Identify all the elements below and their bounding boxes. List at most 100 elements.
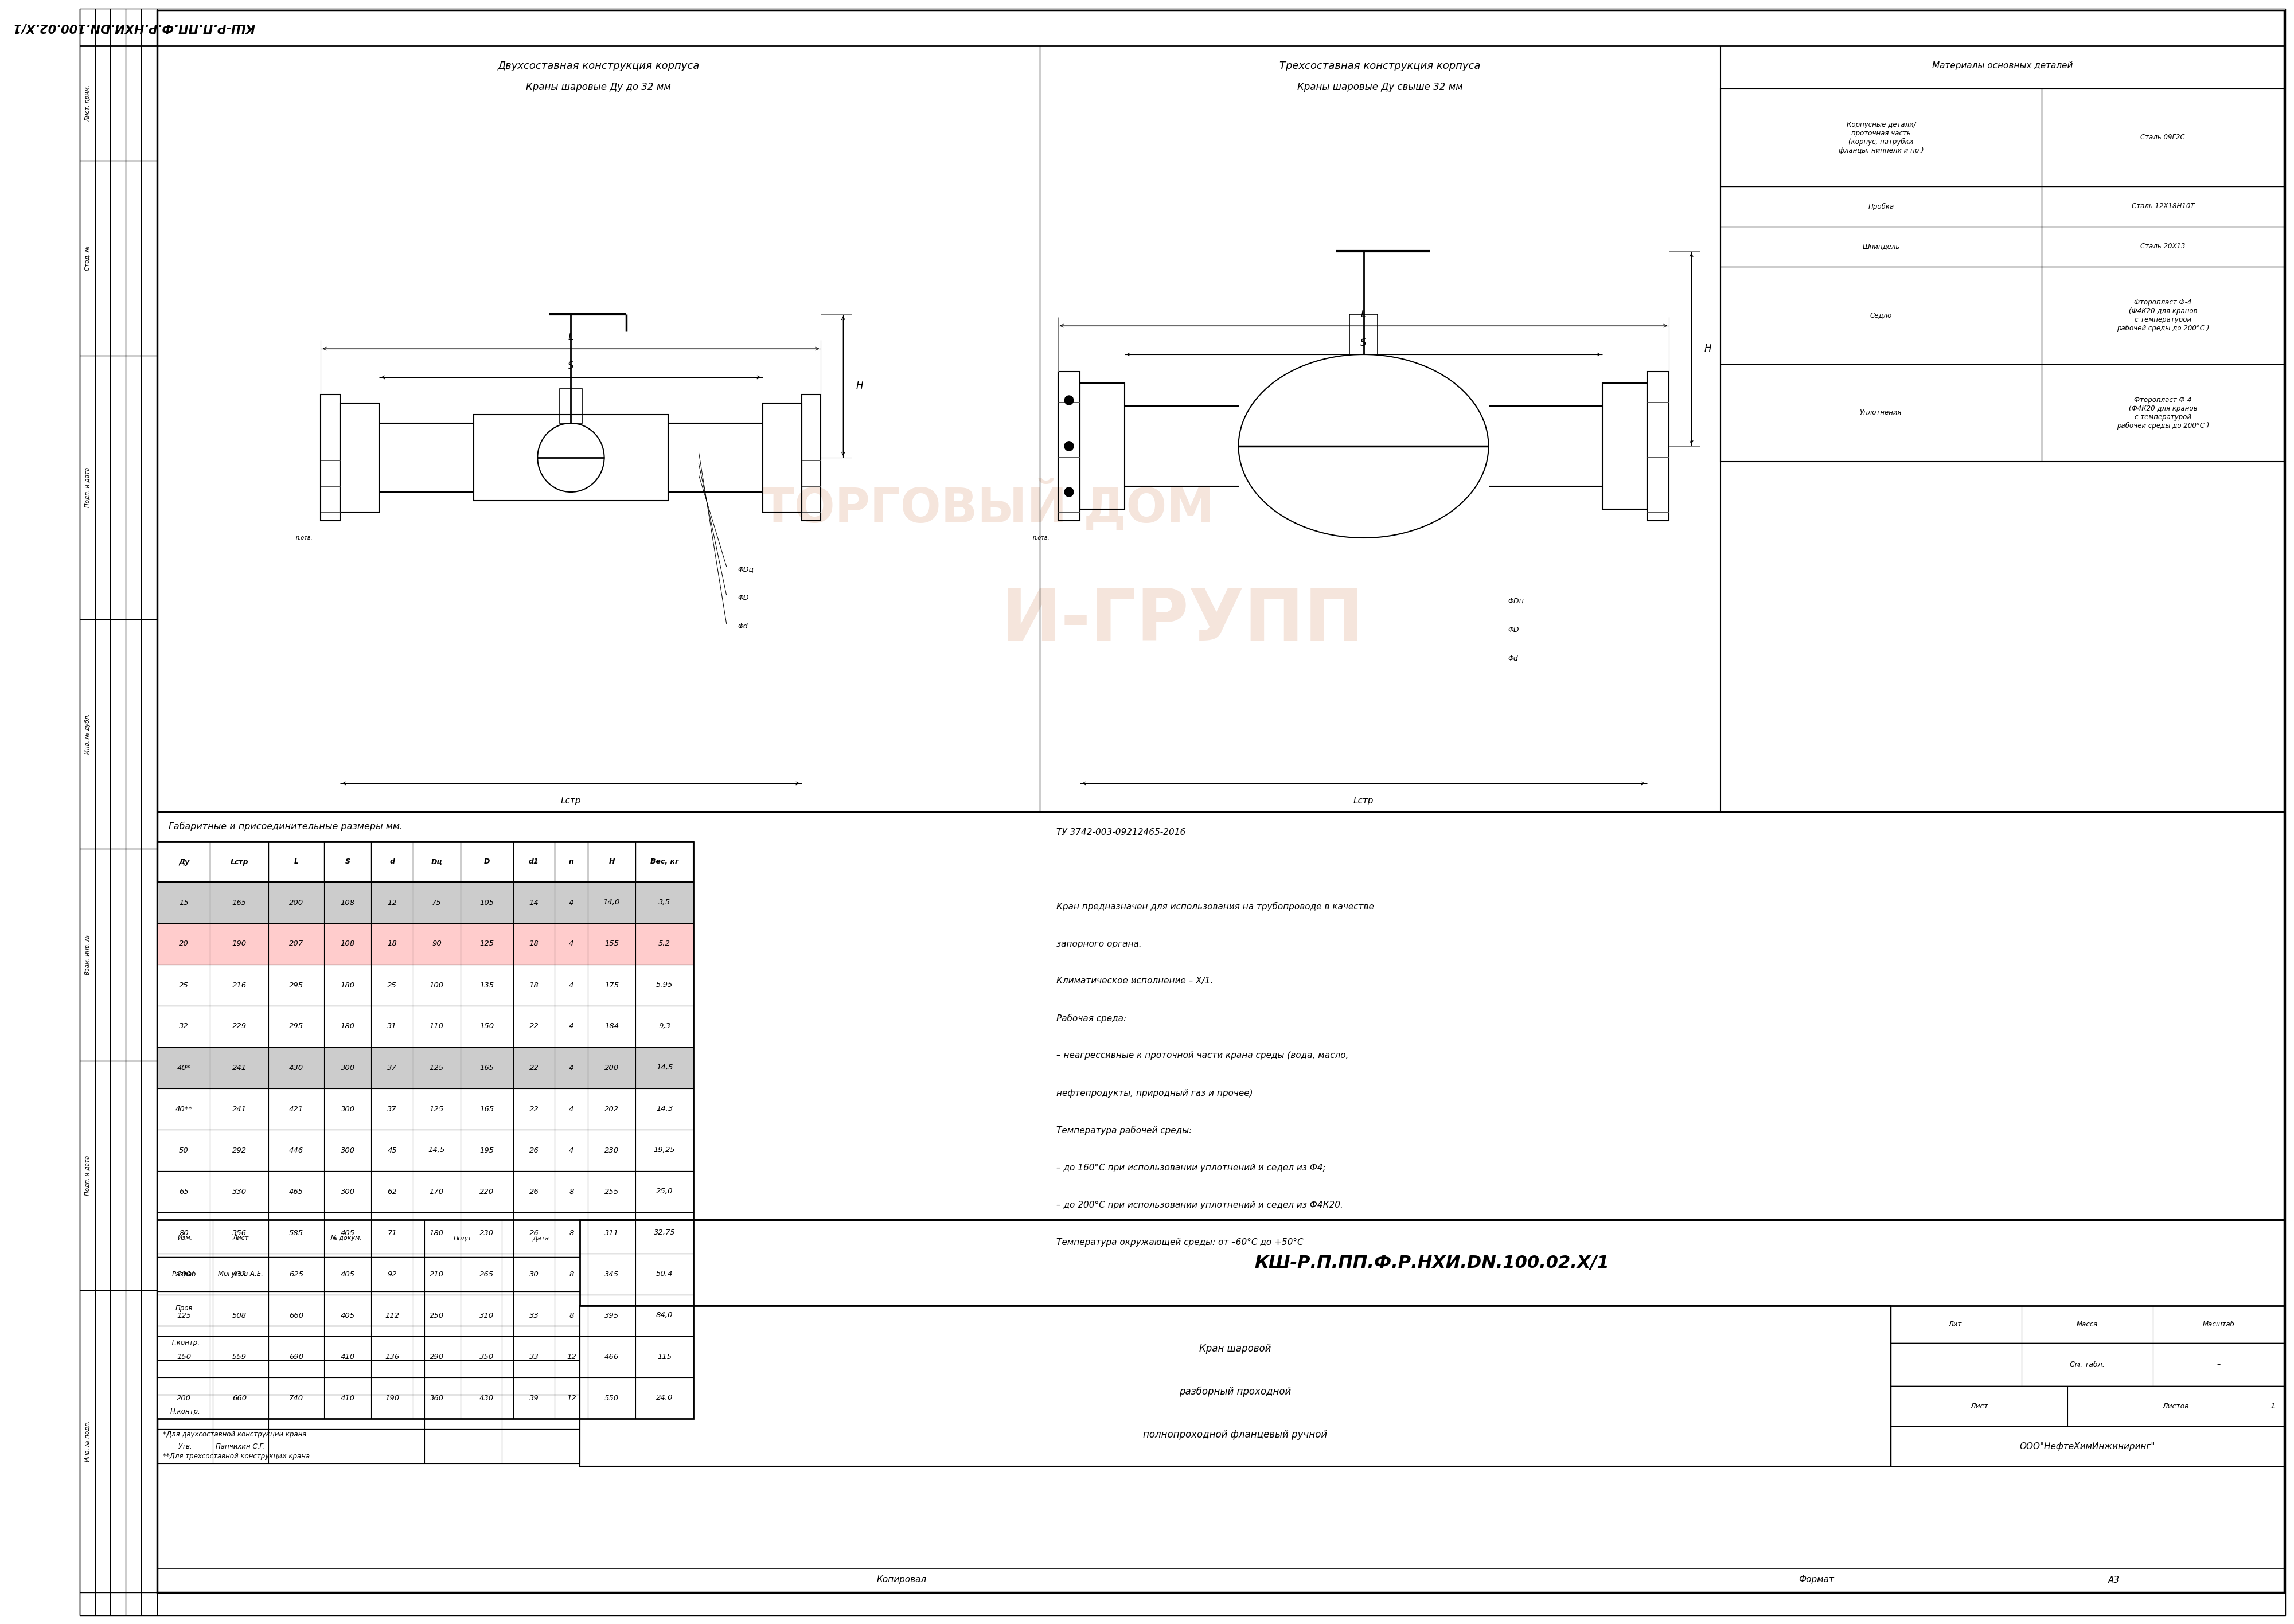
Text: 165: 165 bbox=[479, 1064, 493, 1072]
Text: Масса: Масса bbox=[2076, 1320, 2099, 1328]
Text: 12: 12 bbox=[388, 898, 397, 906]
Text: Трехсоставная конструкция корпуса: Трехсоставная конструкция корпуса bbox=[1280, 60, 1480, 71]
Bar bbox=[1890, 1426, 2285, 1466]
Text: 175: 175 bbox=[603, 981, 619, 989]
Bar bbox=[1647, 372, 1670, 521]
Text: Подп. и дата: Подп. и дата bbox=[85, 1155, 89, 1195]
Text: 18: 18 bbox=[388, 940, 397, 948]
Text: Φd: Φd bbox=[1507, 654, 1519, 663]
Text: Н.контр.: Н.контр. bbox=[170, 1408, 200, 1416]
Text: Dц: Dц bbox=[431, 857, 443, 866]
Text: разборный проходной: разборный проходной bbox=[1179, 1387, 1292, 1397]
Text: 241: 241 bbox=[232, 1106, 245, 1112]
Text: 3,5: 3,5 bbox=[658, 898, 670, 906]
Text: КШ-Р.П.ПП.Ф.Р.НХИ.DN.100.02.Х/1: КШ-Р.П.ПП.Ф.Р.НХИ.DN.100.02.Х/1 bbox=[11, 21, 255, 32]
Text: 300: 300 bbox=[340, 1147, 356, 1155]
Text: 25: 25 bbox=[179, 981, 188, 989]
Text: H: H bbox=[856, 380, 863, 391]
Text: 62: 62 bbox=[388, 1187, 397, 1195]
Text: 33: 33 bbox=[530, 1353, 539, 1361]
Text: 18: 18 bbox=[530, 981, 539, 989]
Text: 4: 4 bbox=[569, 1023, 574, 1030]
Text: L: L bbox=[1360, 309, 1367, 320]
Text: Инв. № дубл.: Инв. № дубл. bbox=[85, 715, 89, 754]
Text: Кран предназначен для использования на трубопроводе в качестве: Кран предназначен для использования на т… bbox=[1058, 901, 1374, 911]
Text: 136: 136 bbox=[385, 1353, 399, 1361]
Text: 4: 4 bbox=[569, 1147, 574, 1155]
Bar bbox=[158, 1088, 693, 1130]
Text: См. табл.: См. табл. bbox=[2069, 1361, 2104, 1369]
Text: 4: 4 bbox=[569, 981, 574, 989]
Bar bbox=[158, 1429, 580, 1463]
Text: ООО"НефтеХимИнжиниринг": ООО"НефтеХимИнжиниринг" bbox=[2019, 1442, 2154, 1450]
Text: 421: 421 bbox=[289, 1106, 303, 1112]
Text: n.отв.: n.отв. bbox=[1032, 534, 1051, 541]
Text: Фторопласт Ф-4
(Ф4К20 для кранов
с температурой
рабочей среды до 200°С ): Фторопласт Ф-4 (Ф4К20 для кранов с темпе… bbox=[2117, 299, 2209, 331]
Text: Климатическое исполнение – Х/1.: Климатическое исполнение – Х/1. bbox=[1058, 978, 1214, 986]
Text: 50: 50 bbox=[179, 1147, 188, 1155]
Text: 4: 4 bbox=[569, 1064, 574, 1072]
Text: 660: 660 bbox=[289, 1312, 303, 1319]
Text: Рабочая среда:: Рабочая среда: bbox=[1058, 1013, 1126, 1023]
Text: КШ-Р.П.ПП.Ф.Р.НХИ.DN.100.02.Х/1: КШ-Р.П.ПП.Ф.Р.НХИ.DN.100.02.Х/1 bbox=[1255, 1254, 1610, 1272]
Text: Лит.: Лит. bbox=[1948, 1320, 1964, 1328]
Text: 115: 115 bbox=[658, 1353, 672, 1361]
Text: – неагрессивные к проточной части крана среды (вода, масло,: – неагрессивные к проточной части крана … bbox=[1058, 1051, 1349, 1060]
Bar bbox=[158, 1294, 693, 1337]
Text: 25: 25 bbox=[388, 981, 397, 989]
Text: 125: 125 bbox=[429, 1064, 443, 1072]
Text: 14,5: 14,5 bbox=[656, 1064, 672, 1072]
Text: 430: 430 bbox=[289, 1064, 303, 1072]
Text: Двухсоставная конструкция корпуса: Двухсоставная конструкция корпуса bbox=[498, 60, 700, 71]
Text: 90: 90 bbox=[431, 940, 440, 948]
Text: 14: 14 bbox=[530, 898, 539, 906]
Text: d: d bbox=[390, 857, 395, 866]
Circle shape bbox=[1064, 396, 1074, 404]
Bar bbox=[1720, 89, 2285, 461]
Text: № докум.: № докум. bbox=[330, 1236, 362, 1241]
Text: 250: 250 bbox=[429, 1312, 443, 1319]
Text: **Для трехсоставной конструкции крана: **Для трехсоставной конструкции крана bbox=[163, 1453, 310, 1460]
Text: 195: 195 bbox=[479, 1147, 493, 1155]
Text: 660: 660 bbox=[232, 1395, 245, 1402]
Bar bbox=[1890, 1306, 2285, 1343]
Text: 5,95: 5,95 bbox=[656, 981, 672, 989]
Text: 585: 585 bbox=[289, 1229, 303, 1236]
Text: 220: 220 bbox=[479, 1187, 493, 1195]
Bar bbox=[1349, 315, 1376, 354]
Text: 1: 1 bbox=[2271, 1402, 2276, 1410]
Text: Т.контр.: Т.контр. bbox=[170, 1340, 200, 1346]
Text: 8: 8 bbox=[569, 1270, 574, 1278]
Text: 405: 405 bbox=[340, 1270, 356, 1278]
Bar bbox=[762, 403, 801, 512]
Text: 200: 200 bbox=[289, 898, 303, 906]
Text: 108: 108 bbox=[340, 898, 356, 906]
Text: 14,0: 14,0 bbox=[603, 898, 619, 906]
Text: 100: 100 bbox=[177, 1270, 190, 1278]
Text: 508: 508 bbox=[232, 1312, 245, 1319]
Text: 292: 292 bbox=[232, 1147, 245, 1155]
Text: – до 160°С при использовании уплотнений и седел из Ф4;: – до 160°С при использовании уплотнений … bbox=[1058, 1163, 1326, 1173]
Text: 18: 18 bbox=[530, 940, 539, 948]
Text: Температура окружающей среды: от –60°С до +50°С: Температура окружающей среды: от –60°С д… bbox=[1058, 1237, 1303, 1246]
Text: ΦDц: ΦDц bbox=[739, 565, 755, 573]
Text: Могунов А.Е.: Могунов А.Е. bbox=[218, 1270, 264, 1278]
Text: Разраб.: Разраб. bbox=[172, 1270, 200, 1278]
Text: ΦD: ΦD bbox=[1507, 625, 1519, 633]
Text: 24,0: 24,0 bbox=[656, 1395, 672, 1402]
Bar bbox=[1890, 1343, 2285, 1385]
Bar bbox=[801, 395, 821, 521]
Bar bbox=[158, 882, 693, 924]
Text: Подп.: Подп. bbox=[454, 1236, 473, 1241]
Text: 32: 32 bbox=[179, 1023, 188, 1030]
Text: 230: 230 bbox=[603, 1147, 619, 1155]
Text: Lстр: Lстр bbox=[560, 796, 580, 806]
Text: Папчихин С.Г.: Папчихин С.Г. bbox=[216, 1442, 266, 1450]
Text: Уплотнения: Уплотнения bbox=[1860, 409, 1902, 417]
Bar bbox=[560, 388, 583, 424]
Text: 19,25: 19,25 bbox=[654, 1147, 674, 1155]
Text: 40*: 40* bbox=[177, 1064, 190, 1072]
Text: 22: 22 bbox=[530, 1106, 539, 1112]
Bar bbox=[158, 965, 693, 1005]
Text: 241: 241 bbox=[232, 1064, 245, 1072]
